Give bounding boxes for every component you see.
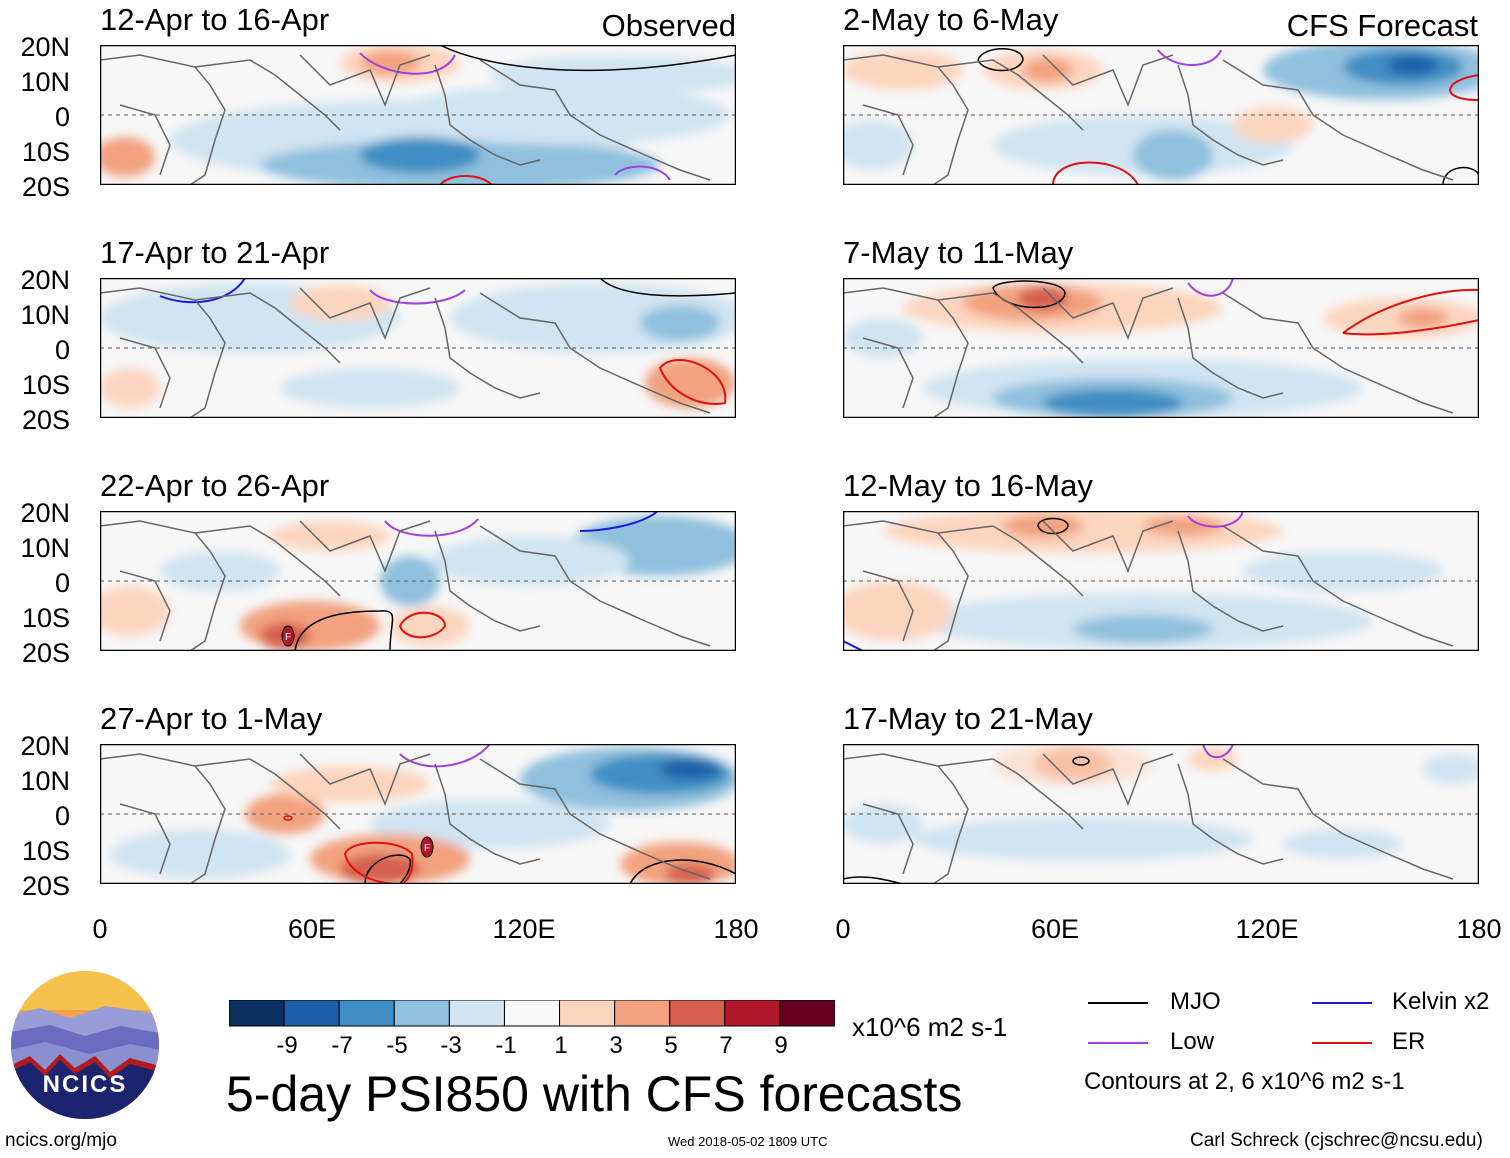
- colorbar-units: x10^6 m2 s-1: [852, 1012, 1008, 1042]
- lon-label: 60E: [1030, 914, 1080, 944]
- lat-label: 10S: [21, 836, 70, 866]
- lon-label: 120E: [1235, 914, 1299, 944]
- lat-label: 20S: [21, 405, 70, 435]
- legend-note: Contours at 2, 6 x10^6 m2 s-1: [1084, 1068, 1405, 1095]
- colorbar-bin: [448, 1000, 505, 1027]
- panel-title: 27-Apr to 1-May: [100, 701, 323, 736]
- colorbar-tick-label: -7: [331, 1032, 353, 1059]
- panel-title: 12-Apr to 16-Apr: [100, 2, 330, 37]
- lat-label: 20N: [20, 265, 70, 295]
- cfs-forecast-label: CFS Forecast: [1286, 8, 1478, 43]
- colorbar-bin: [669, 1000, 726, 1027]
- colorbar-tick-label: 5: [664, 1032, 678, 1059]
- map-panel: [843, 278, 1479, 418]
- colorbar-tick-label: -9: [276, 1032, 298, 1059]
- colorbar-bin: [614, 1000, 671, 1027]
- footer-url[interactable]: ncics.org/mjo: [5, 1130, 117, 1151]
- colorbar-bin: [724, 1000, 781, 1027]
- ncics-logo: NCICS: [11, 971, 159, 1119]
- map-panel: [843, 45, 1479, 185]
- panel-title: 17-Apr to 21-Apr: [100, 235, 330, 270]
- colorbar-bin: [229, 1000, 285, 1027]
- lat-label: 20S: [21, 172, 70, 202]
- legend-label-kelvin: Kelvin x2: [1392, 988, 1490, 1015]
- lat-label: 20S: [21, 871, 70, 901]
- lat-label: 20N: [20, 32, 70, 62]
- lat-label: 0: [54, 335, 70, 365]
- lon-label: 180: [1456, 914, 1502, 944]
- colorbar-bins: [229, 1000, 835, 1027]
- lat-label: 10S: [21, 137, 70, 167]
- colorbar-bin: [559, 1000, 616, 1027]
- lat-label: 10N: [20, 67, 70, 97]
- legend-label-er: ER: [1392, 1028, 1426, 1055]
- logo-text: NCICS: [43, 1071, 128, 1098]
- panel-title: 7-May to 11-May: [843, 235, 1074, 270]
- lon-label: 0: [92, 914, 108, 944]
- lat-label: 20N: [20, 731, 70, 761]
- lon-label: 120E: [492, 914, 556, 944]
- lat-label: 0: [54, 568, 70, 598]
- lat-label: 10N: [20, 300, 70, 330]
- colorbar: [229, 1000, 835, 1027]
- colorbar-tick-label: -5: [386, 1032, 408, 1059]
- colorbar-tick-label: -3: [440, 1032, 462, 1059]
- map-panel: [100, 278, 736, 418]
- map-panel: F: [100, 744, 736, 884]
- lon-label: 0: [835, 914, 851, 944]
- lat-label: 10S: [21, 370, 70, 400]
- legend-label-mjo: MJO: [1170, 988, 1221, 1015]
- panel-title: 22-Apr to 26-Apr: [100, 468, 330, 503]
- map-panel: [843, 744, 1479, 884]
- legend-line-mjo: [1088, 1002, 1148, 1004]
- footer-timestamp: Wed 2018-05-02 1809 UTC: [668, 1134, 828, 1149]
- lat-label: 20N: [20, 498, 70, 528]
- colorbar-tick-label: 1: [554, 1032, 568, 1059]
- lon-label: 60E: [287, 914, 337, 944]
- lat-label: 10N: [20, 533, 70, 563]
- legend-label-low: Low: [1170, 1028, 1215, 1055]
- panel-title: 12-May to 16-May: [843, 468, 1093, 503]
- colorbar-tick-label: -1: [495, 1032, 517, 1059]
- legend-line-kelvin: [1312, 1002, 1372, 1004]
- footer-credit: Carl Schreck (cjschrec@ncsu.edu): [1190, 1130, 1483, 1151]
- legend-line-er: [1312, 1042, 1372, 1044]
- marker-label: F: [424, 843, 430, 854]
- marker-label: F: [285, 632, 291, 643]
- colorbar-tick-label: 3: [609, 1032, 623, 1059]
- colorbar-bin: [393, 1000, 450, 1027]
- colorbar-tick-label: 9: [774, 1032, 788, 1059]
- lat-label: 10N: [20, 766, 70, 796]
- lat-label: 10S: [21, 603, 70, 633]
- map-panel: [843, 511, 1479, 651]
- map-panel: F: [100, 511, 736, 651]
- colorbar-tick-label: 7: [719, 1032, 733, 1059]
- panel-title: 17-May to 21-May: [843, 701, 1093, 736]
- main-title: 5-day PSI850 with CFS forecasts: [226, 1066, 963, 1122]
- colorbar-bin: [503, 1000, 561, 1027]
- panel-title: 2-May to 6-May: [843, 2, 1059, 37]
- lat-label: 20S: [21, 638, 70, 668]
- observed-label: Observed: [601, 8, 736, 43]
- lat-label: 0: [54, 801, 70, 831]
- colorbar-bin: [338, 1000, 395, 1027]
- colorbar-bin: [283, 1000, 340, 1027]
- legend-line-low: [1088, 1042, 1148, 1044]
- lat-label: 0: [54, 102, 70, 132]
- lon-label: 180: [713, 914, 759, 944]
- colorbar-bin: [779, 1000, 835, 1027]
- map-panel: [100, 45, 736, 185]
